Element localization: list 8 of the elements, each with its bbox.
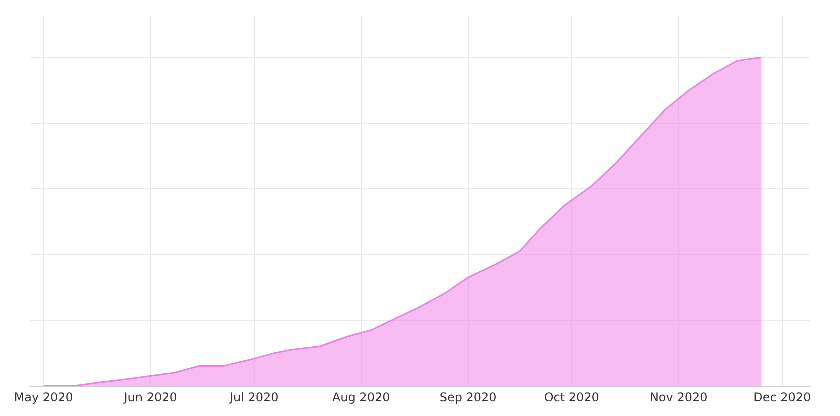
x-tick-label: May 2020	[14, 390, 74, 404]
x-tick-label: Nov 2020	[650, 390, 708, 404]
x-tick-label: Sep 2020	[440, 390, 497, 404]
x-tick-label: Jun 2020	[123, 390, 178, 404]
x-tick-label: Oct 2020	[544, 390, 600, 404]
x-tick-label: Aug 2020	[332, 390, 390, 404]
x-tick-label: Jul 2020	[228, 390, 279, 404]
x-tick-label: Dec 2020	[754, 390, 812, 404]
